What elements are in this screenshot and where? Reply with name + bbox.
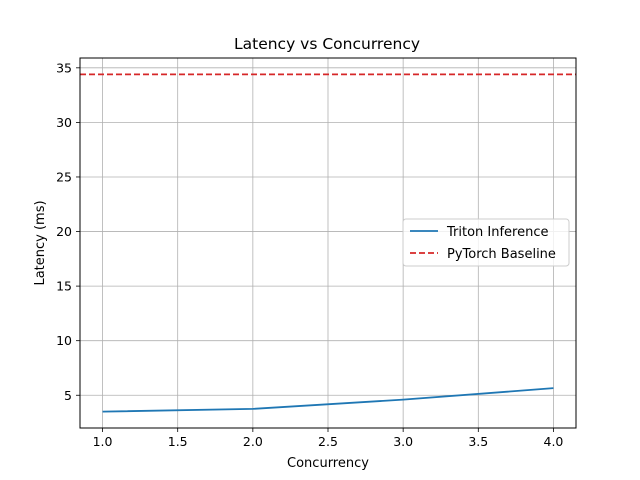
x-tick-label: 1.5 (168, 434, 188, 449)
chart-title: Latency vs Concurrency (234, 35, 420, 53)
y-tick-label: 35 (56, 60, 72, 75)
y-tick-label: 5 (64, 388, 72, 403)
legend: Triton Inference PyTorch Baseline (402, 218, 570, 267)
x-tick-label: 4.0 (544, 434, 564, 449)
y-tick-label: 30 (56, 115, 72, 130)
triton-inference-line (102, 387, 554, 413)
x-tick-label: 2.0 (243, 434, 263, 449)
y-tick-label: 25 (56, 169, 72, 184)
y-tick-label: 10 (56, 333, 72, 348)
x-axis-label: Concurrency (287, 456, 369, 471)
series (80, 73, 576, 413)
legend-box (402, 218, 570, 267)
x-tick-label: 3.0 (393, 434, 413, 449)
y-tick-label: 20 (56, 224, 72, 239)
y-tick-label: 15 (56, 279, 72, 294)
x-tick-label: 2.5 (318, 434, 338, 449)
x-tick-label: 3.5 (468, 434, 488, 449)
ticks: 1.0 1.5 2.0 2.5 3.0 3.5 4.0 5 10 15 20 25 30 35 (56, 60, 563, 449)
x-tick-label: 1.0 (93, 434, 113, 449)
legend-label-pytorch: PyTorch Baseline (447, 247, 556, 262)
legend-label-triton: Triton Inference (446, 225, 549, 240)
y-axis-label: Latency (ms) (33, 200, 48, 285)
